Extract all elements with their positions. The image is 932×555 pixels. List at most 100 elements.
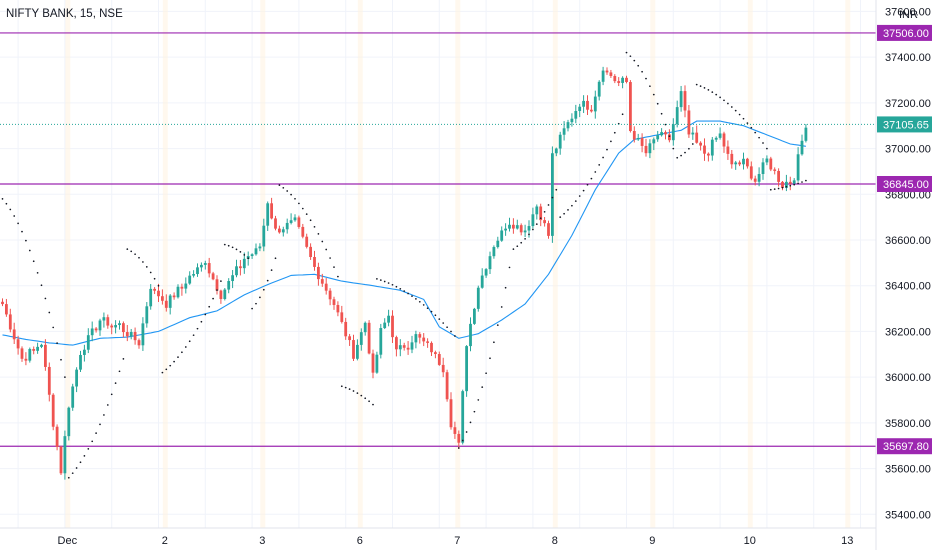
sar-dot — [95, 432, 97, 434]
candle-body — [632, 131, 636, 140]
candle-body — [671, 124, 675, 141]
sar-dot — [103, 414, 105, 416]
sar-dot — [1, 198, 4, 200]
candle-body — [83, 349, 86, 355]
sar-dot — [426, 307, 429, 310]
candle-body — [535, 206, 539, 215]
sar-dot — [442, 322, 445, 324]
sar-dot — [352, 390, 355, 392]
sar-dot — [769, 188, 772, 191]
sar-dot — [485, 372, 487, 375]
candle-body — [434, 352, 437, 355]
candle-body — [122, 323, 125, 333]
sar-dot — [64, 376, 66, 378]
candle-body — [523, 230, 527, 233]
sar-dot — [184, 346, 187, 348]
time-tick-label: 10 — [744, 535, 756, 547]
candle-body — [683, 91, 687, 111]
sar-dot — [379, 279, 382, 281]
candle-body — [383, 322, 387, 329]
session-band — [357, 0, 363, 528]
candle-body — [270, 203, 273, 219]
candle-body — [515, 225, 519, 229]
candle-body — [59, 446, 63, 474]
sar-dot — [430, 310, 433, 313]
candle-body — [656, 135, 660, 140]
sar-dot — [52, 326, 55, 329]
level-price-tag-label: 37506.00 — [883, 28, 929, 40]
sar-dot — [99, 423, 101, 426]
sar-dot — [177, 356, 179, 358]
sar-dot — [668, 135, 671, 138]
sar-dot — [438, 318, 441, 320]
candle-body — [461, 391, 465, 443]
sar-dot — [434, 314, 437, 317]
candle-body — [590, 109, 593, 112]
candle-body — [301, 226, 305, 237]
sar-dot — [118, 370, 121, 373]
sar-dot — [649, 85, 651, 88]
sar-dot — [454, 335, 456, 337]
level-price-tag — [877, 438, 932, 455]
sar-dot — [711, 91, 714, 94]
candle-body — [691, 132, 695, 135]
session-band — [845, 0, 851, 528]
candle-body — [16, 339, 20, 349]
candle-body — [718, 133, 722, 138]
candle-body — [512, 224, 515, 229]
sar-dot — [672, 147, 675, 150]
price-tick-label: 36400.00 — [885, 281, 931, 293]
sar-dot — [559, 216, 562, 218]
sar-dot — [32, 260, 35, 263]
candle-body — [722, 133, 726, 147]
candle-body — [133, 332, 137, 341]
candle-body — [266, 203, 270, 226]
candle-body — [761, 162, 765, 175]
candle-body — [500, 230, 504, 241]
candle-body — [161, 296, 164, 301]
candle-body — [375, 354, 379, 373]
candle-body — [480, 275, 484, 288]
sar-dot — [227, 244, 230, 247]
candle-body — [621, 77, 624, 83]
sar-dot — [762, 142, 764, 144]
candle-body — [777, 170, 780, 182]
candle-body — [648, 143, 652, 154]
sar-dot — [738, 113, 741, 116]
candle-body — [402, 345, 406, 348]
sar-dot — [633, 59, 636, 62]
candle-body — [496, 240, 500, 248]
candle-body — [153, 288, 156, 291]
candle-body — [406, 347, 410, 350]
sar-dot — [610, 140, 612, 143]
sar-dot — [590, 177, 593, 180]
candle-body — [430, 342, 433, 353]
candle-body — [476, 287, 480, 309]
sar-dot — [122, 358, 125, 360]
sar-dot — [368, 400, 370, 403]
sar-dot — [196, 327, 199, 330]
sar-dot — [286, 190, 289, 192]
sar-dot — [777, 187, 780, 190]
candle-body — [558, 134, 562, 149]
sar-dot — [547, 204, 550, 206]
currency-label: INR — [899, 9, 918, 21]
sar-dot — [91, 440, 94, 443]
sar-dot — [134, 253, 136, 256]
candle-body — [207, 263, 211, 274]
sar-dot — [71, 472, 74, 475]
sar-dot — [805, 179, 807, 182]
candle-body — [640, 138, 644, 146]
candle-body — [664, 132, 667, 135]
price-tick-label: 36200.00 — [885, 326, 931, 338]
sar-dot — [313, 225, 316, 228]
candle-body — [593, 96, 597, 112]
candle-body — [20, 348, 24, 359]
sar-dot — [473, 410, 476, 413]
candle-body — [79, 354, 82, 370]
candle-body — [176, 286, 180, 298]
sar-dot — [165, 368, 168, 371]
time-tick-label: 2 — [162, 535, 168, 547]
candle-body — [242, 258, 246, 269]
